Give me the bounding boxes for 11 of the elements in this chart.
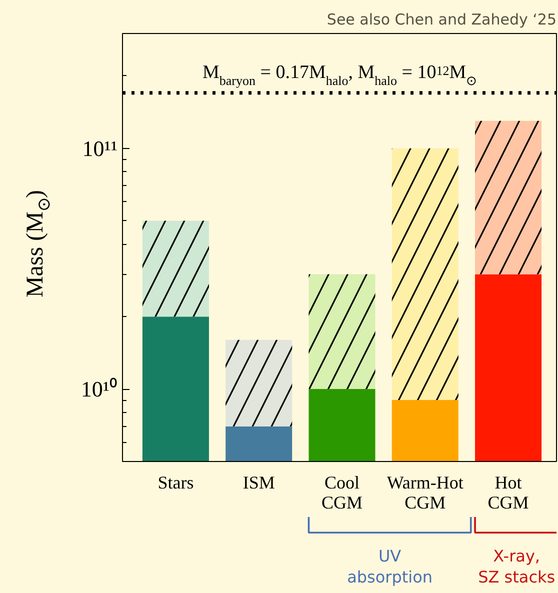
x-tick-label: Hot CGM bbox=[488, 472, 529, 512]
y-tick-label: 10¹¹ bbox=[82, 136, 118, 161]
x-tick-label: Stars bbox=[158, 472, 194, 492]
y-axis-title: Mass (M⊙) bbox=[22, 190, 54, 298]
x-tick-label: ISM bbox=[242, 472, 275, 492]
x-tick-label: Warm-Hot CGM bbox=[386, 472, 464, 512]
text: X-ray, SZ stacks bbox=[478, 546, 556, 587]
text: See also Chen and Zahedy ‘25 bbox=[326, 10, 557, 28]
text: UV absorption bbox=[347, 546, 433, 587]
y-tick-label: 10¹⁰ bbox=[80, 376, 118, 402]
x-tick-label: Cool CGM bbox=[321, 472, 363, 512]
